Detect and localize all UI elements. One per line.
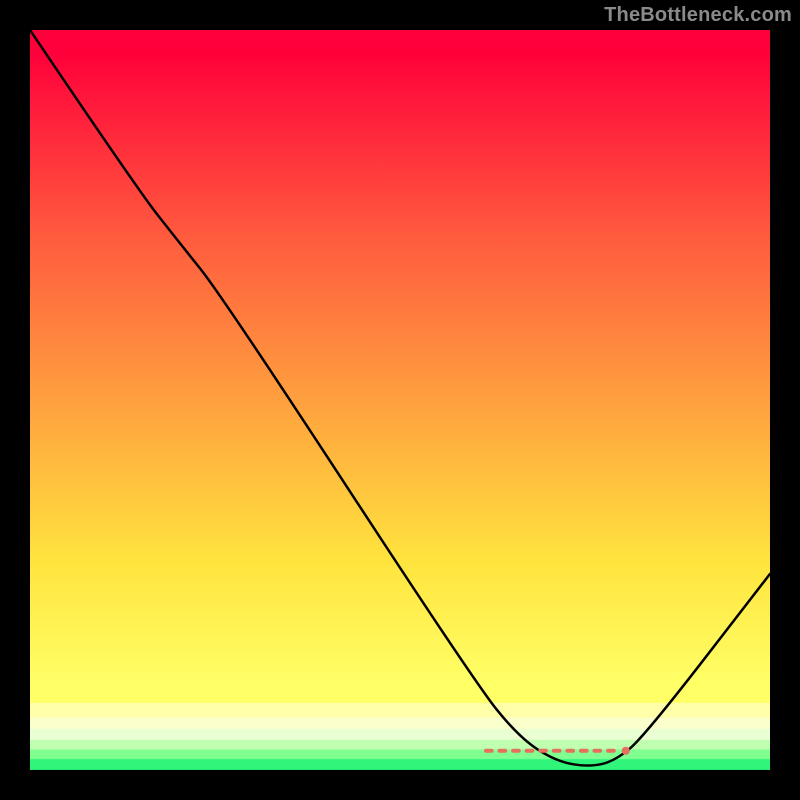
range-dash bbox=[525, 749, 535, 753]
range-dash bbox=[579, 749, 589, 753]
range-dash bbox=[565, 749, 575, 753]
range-dash bbox=[606, 749, 616, 753]
range-dash bbox=[511, 749, 521, 753]
range-dash bbox=[538, 749, 548, 753]
range-dash bbox=[484, 749, 494, 753]
range-dash bbox=[593, 749, 603, 753]
range-dash bbox=[498, 749, 508, 753]
watermark-text: TheBottleneck.com bbox=[604, 4, 792, 27]
bottleneck-chart bbox=[30, 30, 770, 770]
range-dash bbox=[552, 749, 562, 753]
range-end-dot bbox=[622, 747, 630, 755]
gradient-background bbox=[30, 30, 770, 770]
chart-container: TheBottleneck.com bbox=[0, 0, 800, 800]
